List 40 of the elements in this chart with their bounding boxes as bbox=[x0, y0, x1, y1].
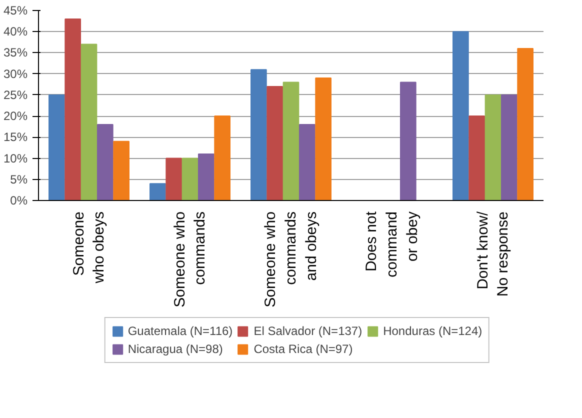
bar bbox=[452, 31, 469, 200]
y-tick-label: 40% bbox=[3, 24, 28, 39]
y-tick-label: 20% bbox=[3, 109, 28, 124]
legend-label: Nicaragua (N=98) bbox=[128, 342, 223, 356]
x-tick-label: Someone who commands bbox=[171, 211, 209, 308]
bar bbox=[64, 18, 82, 200]
bar bbox=[500, 94, 518, 200]
bar bbox=[468, 116, 486, 200]
y-tick-label: 15% bbox=[3, 130, 28, 144]
legend-label: El Salvador (N=137) bbox=[254, 324, 362, 338]
bar bbox=[150, 183, 166, 200]
y-tick-label: 5% bbox=[10, 172, 28, 186]
bar bbox=[298, 124, 316, 200]
bar bbox=[266, 86, 284, 200]
legend-label: Guatemala (N=116) bbox=[128, 324, 233, 338]
bar bbox=[96, 124, 114, 200]
bar bbox=[166, 158, 182, 200]
bar bbox=[113, 140, 130, 200]
y-tick-label: 35% bbox=[3, 46, 28, 60]
bar bbox=[484, 94, 502, 200]
bar bbox=[48, 94, 65, 200]
x-tick-label: Does not command or obey bbox=[363, 210, 421, 278]
bar bbox=[182, 158, 198, 200]
y-tick-label: 45% bbox=[3, 4, 28, 18]
bar bbox=[250, 69, 267, 200]
y-tick-label: 0% bbox=[10, 194, 28, 208]
legend-label: Costa Rica (N=97) bbox=[254, 342, 353, 356]
bar bbox=[282, 82, 300, 200]
bar bbox=[80, 44, 98, 200]
y-tick-label: 25% bbox=[3, 88, 28, 102]
y-tick-label: 30% bbox=[3, 66, 28, 81]
legend-label: Honduras (N=124) bbox=[383, 324, 482, 338]
y-tick-label: 10% bbox=[3, 151, 28, 166]
bar bbox=[517, 48, 534, 200]
bar bbox=[198, 154, 214, 200]
bar bbox=[214, 116, 230, 200]
bar bbox=[315, 78, 332, 200]
x-tick-label: Someone who obeys bbox=[70, 211, 108, 284]
bar bbox=[400, 82, 416, 200]
x-tick-label: Someone who commands and obeys bbox=[262, 211, 320, 308]
